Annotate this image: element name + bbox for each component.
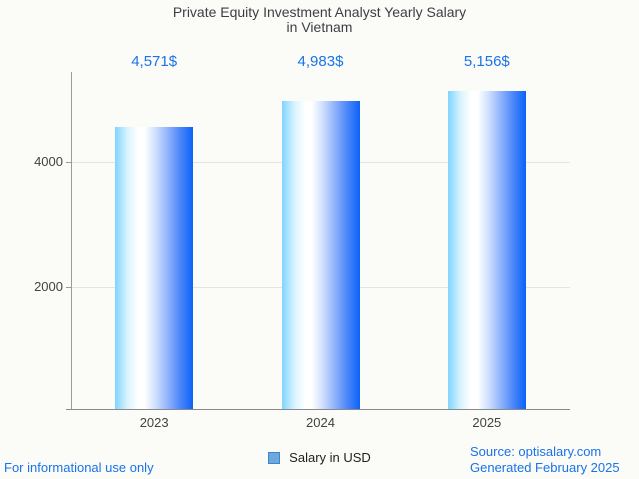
- bar-2025[interactable]: [447, 90, 526, 409]
- chart-title-line1: Private Equity Investment Analyst Yearly…: [172, 4, 467, 20]
- bar-value-label-2025: 5,156$: [463, 53, 510, 70]
- x-axis-label-2023: 2023: [139, 415, 169, 430]
- chart-title-line2: in Vietnam: [286, 19, 353, 35]
- x-axis-label-2024: 2024: [306, 415, 335, 430]
- x-axis-label-2025: 2025: [472, 415, 502, 430]
- chart-title: Private Equity Investment Analyst Yearly…: [0, 5, 639, 35]
- y-axis-line: [71, 72, 72, 410]
- x-axis-line: [66, 408, 570, 410]
- bar-2023[interactable]: [115, 126, 194, 409]
- bar-2024[interactable]: [281, 101, 360, 409]
- generated-date: Generated February 2025: [470, 459, 620, 475]
- bar-value-label-2023: 4,571$: [131, 53, 178, 70]
- y-tick-label-2000: 2000: [34, 279, 63, 294]
- bar-value-label-2024: 4,983$: [297, 53, 344, 70]
- y-tick-2000: [66, 287, 71, 288]
- source-link[interactable]: Source: optisalary.com: [470, 444, 602, 459]
- source-block: Source: optisalary.com Generated Februar…: [470, 444, 620, 475]
- legend[interactable]: Salary in USD: [0, 450, 639, 465]
- legend-swatch-icon: [268, 451, 281, 464]
- y-tick-label-4000: 4000: [34, 154, 63, 169]
- y-tick-4000: [66, 162, 71, 163]
- legend-label: Salary in USD: [289, 450, 371, 465]
- disclaimer-text: For informational use only: [4, 460, 154, 475]
